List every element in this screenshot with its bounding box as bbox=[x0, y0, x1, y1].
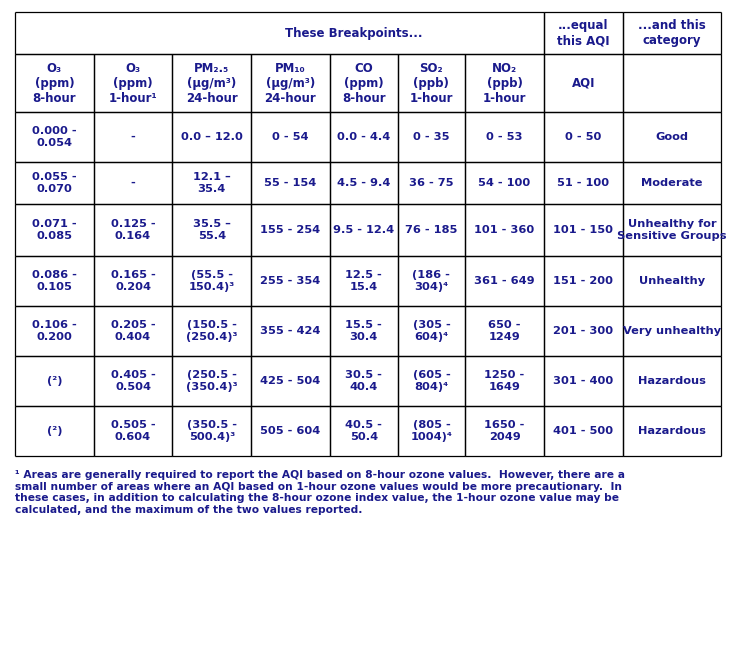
Text: (55.5 -
150.4)³: (55.5 - 150.4)³ bbox=[188, 270, 235, 292]
Text: 12.5 -
15.4: 12.5 - 15.4 bbox=[345, 270, 382, 292]
Text: 36 - 75: 36 - 75 bbox=[409, 178, 453, 188]
Text: These Breakpoints...: These Breakpoints... bbox=[286, 27, 423, 39]
Text: (805 -
1004)⁴: (805 - 1004)⁴ bbox=[411, 421, 453, 442]
Text: PM₁₀
(μg/m³)
24-hour: PM₁₀ (μg/m³) 24-hour bbox=[264, 61, 316, 105]
Text: AQI: AQI bbox=[572, 77, 595, 90]
Text: 101 - 360: 101 - 360 bbox=[475, 225, 535, 235]
Text: ...and this
category: ...and this category bbox=[638, 19, 706, 47]
Text: (²): (²) bbox=[46, 426, 62, 436]
Text: 51 - 100: 51 - 100 bbox=[557, 178, 609, 188]
Text: 0.106 -
0.200: 0.106 - 0.200 bbox=[32, 320, 77, 342]
Text: 361 - 649: 361 - 649 bbox=[474, 276, 535, 286]
Text: 0.205 -
0.404: 0.205 - 0.404 bbox=[110, 320, 155, 342]
Text: 301 - 400: 301 - 400 bbox=[553, 376, 613, 386]
Text: Hazardous: Hazardous bbox=[638, 426, 706, 436]
Text: 1250 -
1649: 1250 - 1649 bbox=[484, 370, 525, 392]
Text: O₃
(ppm)
1-hour¹: O₃ (ppm) 1-hour¹ bbox=[109, 61, 158, 105]
Text: 0 - 35: 0 - 35 bbox=[413, 132, 450, 142]
Text: CO
(ppm)
8-hour: CO (ppm) 8-hour bbox=[342, 61, 386, 105]
Text: 155 - 254: 155 - 254 bbox=[261, 225, 320, 235]
Text: Unhealthy for
Sensitive Groups: Unhealthy for Sensitive Groups bbox=[617, 219, 726, 241]
Text: 15.5 -
30.4: 15.5 - 30.4 bbox=[345, 320, 382, 342]
Text: 35.5 –
55.4: 35.5 – 55.4 bbox=[193, 219, 230, 241]
Text: 355 - 424: 355 - 424 bbox=[261, 326, 321, 336]
Text: Unhealthy: Unhealthy bbox=[639, 276, 705, 286]
Text: PM₂.₅
(μg/m³)
24-hour: PM₂.₅ (μg/m³) 24-hour bbox=[186, 61, 238, 105]
Text: (²): (²) bbox=[46, 376, 62, 386]
Text: 505 - 604: 505 - 604 bbox=[261, 426, 321, 436]
Text: 0.405 -
0.504: 0.405 - 0.504 bbox=[110, 370, 155, 392]
Text: 650 -
1249: 650 - 1249 bbox=[489, 320, 521, 342]
Text: 0.0 – 12.0: 0.0 – 12.0 bbox=[181, 132, 243, 142]
Text: (186 -
304)⁴: (186 - 304)⁴ bbox=[412, 270, 450, 292]
Text: 401 - 500: 401 - 500 bbox=[553, 426, 613, 436]
Text: 0 - 53: 0 - 53 bbox=[486, 132, 523, 142]
Text: (250.5 -
(350.4)³: (250.5 - (350.4)³ bbox=[186, 370, 238, 392]
Text: 201 - 300: 201 - 300 bbox=[553, 326, 613, 336]
Text: 0 - 50: 0 - 50 bbox=[565, 132, 601, 142]
Text: Moderate: Moderate bbox=[641, 178, 703, 188]
Text: 0 - 54: 0 - 54 bbox=[272, 132, 308, 142]
Text: 0.165 -
0.204: 0.165 - 0.204 bbox=[110, 270, 155, 292]
Text: 0.086 -
0.105: 0.086 - 0.105 bbox=[32, 270, 77, 292]
Text: 40.5 -
50.4: 40.5 - 50.4 bbox=[345, 421, 382, 442]
Text: ¹ Areas are generally required to report the AQI based on 8-hour ozone values.  : ¹ Areas are generally required to report… bbox=[15, 470, 625, 515]
Text: -: - bbox=[131, 178, 135, 188]
Text: 30.5 -
40.4: 30.5 - 40.4 bbox=[345, 370, 382, 392]
Text: (350.5 -
500.4)³: (350.5 - 500.4)³ bbox=[187, 421, 237, 442]
Text: Very unhealthy: Very unhealthy bbox=[623, 326, 721, 336]
Text: ...equal
this AQI: ...equal this AQI bbox=[557, 19, 609, 47]
Text: 76 - 185: 76 - 185 bbox=[406, 225, 458, 235]
Text: 1650 -
2049: 1650 - 2049 bbox=[484, 421, 525, 442]
Text: 12.1 –
35.4: 12.1 – 35.4 bbox=[193, 172, 230, 194]
Text: Good: Good bbox=[655, 132, 688, 142]
Text: Hazardous: Hazardous bbox=[638, 376, 706, 386]
Text: O₃
(ppm)
8-hour: O₃ (ppm) 8-hour bbox=[32, 61, 76, 105]
Text: 101 - 150: 101 - 150 bbox=[553, 225, 613, 235]
Text: 4.5 - 9.4: 4.5 - 9.4 bbox=[337, 178, 390, 188]
Text: 55 - 154: 55 - 154 bbox=[264, 178, 316, 188]
Text: -: - bbox=[131, 132, 135, 142]
Text: 0.125 -
0.164: 0.125 - 0.164 bbox=[110, 219, 155, 241]
Text: 0.000 -
0.054: 0.000 - 0.054 bbox=[32, 126, 77, 148]
Text: 151 - 200: 151 - 200 bbox=[553, 276, 613, 286]
Text: 0.071 -
0.085: 0.071 - 0.085 bbox=[32, 219, 77, 241]
Text: (605 -
804)⁴: (605 - 804)⁴ bbox=[412, 370, 450, 392]
Text: (305 -
604)⁴: (305 - 604)⁴ bbox=[412, 320, 450, 342]
Text: 0.055 -
0.070: 0.055 - 0.070 bbox=[32, 172, 77, 194]
Text: NO₂
(ppb)
1-hour: NO₂ (ppb) 1-hour bbox=[483, 61, 526, 105]
Text: (150.5 -
(250.4)³: (150.5 - (250.4)³ bbox=[186, 320, 238, 342]
Text: 54 - 100: 54 - 100 bbox=[478, 178, 531, 188]
Text: 0.0 - 4.4: 0.0 - 4.4 bbox=[337, 132, 390, 142]
Text: SO₂
(ppb)
1-hour: SO₂ (ppb) 1-hour bbox=[410, 61, 453, 105]
Text: 425 - 504: 425 - 504 bbox=[261, 376, 321, 386]
Text: 0.505 -
0.604: 0.505 - 0.604 bbox=[110, 421, 155, 442]
Text: 255 - 354: 255 - 354 bbox=[261, 276, 321, 286]
Text: 9.5 - 12.4: 9.5 - 12.4 bbox=[333, 225, 394, 235]
